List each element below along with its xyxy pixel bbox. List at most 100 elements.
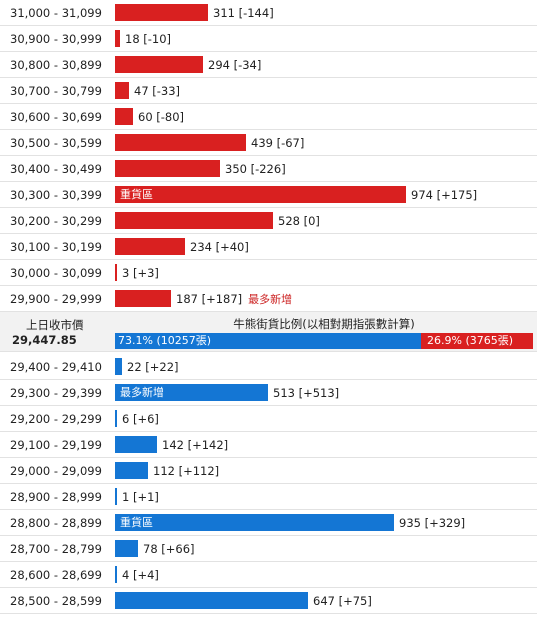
price-range-label: 30,400 - 30,499 bbox=[10, 162, 102, 176]
bear-bar bbox=[115, 134, 246, 151]
price-range-label: 28,500 - 28,599 bbox=[10, 594, 102, 608]
price-range-label: 29,000 - 29,099 bbox=[10, 464, 102, 478]
value-label: 6 [+6] bbox=[122, 412, 159, 426]
bear-row: 30,200 - 30,299 528 [0] bbox=[0, 208, 537, 234]
bull-bar bbox=[115, 592, 308, 609]
bull-bar bbox=[115, 566, 117, 583]
bear-row: 31,000 - 31,099 311 [-144] bbox=[0, 0, 537, 26]
value-label: 47 [-33] bbox=[134, 84, 181, 98]
price-range-label: 30,000 - 30,099 bbox=[10, 266, 102, 280]
prev-close-value: 29,447.85 bbox=[12, 333, 77, 347]
price-range-label: 28,800 - 28,899 bbox=[10, 516, 102, 530]
price-range-label: 31,000 - 31,099 bbox=[10, 6, 102, 20]
price-range-label: 30,900 - 30,999 bbox=[10, 32, 102, 46]
value-label: 1 [+1] bbox=[122, 490, 159, 504]
bull-bear-ratio-bar: 73.1% (10257張) 26.9% (3765張) bbox=[115, 333, 533, 349]
bear-bar bbox=[115, 30, 120, 47]
value-label: 112 [+112] bbox=[153, 464, 220, 478]
bull-ratio-segment: 73.1% (10257張) bbox=[115, 333, 421, 349]
bear-bar bbox=[115, 238, 185, 255]
value-label: 350 [-226] bbox=[225, 162, 286, 176]
prev-close-label: 上日收市價 bbox=[26, 318, 84, 332]
price-range-label: 30,200 - 30,299 bbox=[10, 214, 102, 228]
value-label: 22 [+22] bbox=[127, 360, 179, 374]
value-label: 647 [+75] bbox=[313, 594, 372, 608]
bear-row: 30,100 - 30,199 234 [+40] bbox=[0, 234, 537, 260]
bull-bar: 最多新增 bbox=[115, 384, 268, 401]
price-range-label: 30,600 - 30,699 bbox=[10, 110, 102, 124]
bull-bar bbox=[115, 540, 138, 557]
bull-bar bbox=[115, 462, 148, 479]
bear-ratio-segment: 26.9% (3765張) bbox=[421, 333, 533, 349]
value-label: 234 [+40] bbox=[190, 240, 249, 254]
bear-bar bbox=[115, 212, 273, 229]
bull-row: 28,800 - 28,899 重貨區 935 [+329] bbox=[0, 510, 537, 536]
price-range-label: 29,300 - 29,399 bbox=[10, 386, 102, 400]
bar-inline-tag: 重貨區 bbox=[120, 516, 153, 529]
bear-row: 30,400 - 30,499 350 [-226] bbox=[0, 156, 537, 182]
price-range-label: 28,900 - 28,999 bbox=[10, 490, 102, 504]
price-range-label: 30,800 - 30,899 bbox=[10, 58, 102, 72]
bull-row: 29,100 - 29,199 142 [+142] bbox=[0, 432, 537, 458]
bear-row: 30,800 - 30,899 294 [-34] bbox=[0, 52, 537, 78]
price-range-label: 30,100 - 30,199 bbox=[10, 240, 102, 254]
price-range-label: 29,100 - 29,199 bbox=[10, 438, 102, 452]
bear-row: 30,300 - 30,399 重貨區 974 [+175] bbox=[0, 182, 537, 208]
price-range-label: 29,200 - 29,299 bbox=[10, 412, 102, 426]
value-label: 78 [+66] bbox=[143, 542, 195, 556]
bull-row: 28,500 - 28,599 647 [+75] bbox=[0, 588, 537, 614]
bear-row: 30,700 - 30,799 47 [-33] bbox=[0, 78, 537, 104]
bear-row: 30,600 - 30,699 60 [-80] bbox=[0, 104, 537, 130]
price-range-label: 30,700 - 30,799 bbox=[10, 84, 102, 98]
value-label: 142 [+142] bbox=[162, 438, 229, 452]
price-range-label: 29,900 - 29,999 bbox=[10, 292, 102, 306]
bear-bar bbox=[115, 290, 171, 307]
value-label: 528 [0] bbox=[278, 214, 320, 228]
bull-row: 29,200 - 29,299 6 [+6] bbox=[0, 406, 537, 432]
bull-row: 29,400 - 29,410 22 [+22] bbox=[0, 354, 537, 380]
price-range-label: 30,500 - 30,599 bbox=[10, 136, 102, 150]
value-label: 187 [+187] 最多新增 bbox=[176, 292, 293, 306]
bear-row: 30,500 - 30,599 439 [-67] bbox=[0, 130, 537, 156]
bear-bar bbox=[115, 4, 208, 21]
bear-bar: 重貨區 bbox=[115, 186, 406, 203]
value-label: 974 [+175] bbox=[411, 188, 478, 202]
value-label: 3 [+3] bbox=[122, 266, 159, 280]
bar-inline-tag: 最多新增 bbox=[120, 386, 164, 399]
bear-bar bbox=[115, 264, 117, 281]
bull-row: 29,300 - 29,399 最多新增 513 [+513] bbox=[0, 380, 537, 406]
value-label: 439 [-67] bbox=[251, 136, 305, 150]
value-label: 294 [-34] bbox=[208, 58, 262, 72]
price-range-label: 30,300 - 30,399 bbox=[10, 188, 102, 202]
bull-row: 28,900 - 28,999 1 [+1] bbox=[0, 484, 537, 510]
bear-row: 30,000 - 30,099 3 [+3] bbox=[0, 260, 537, 286]
bear-bar bbox=[115, 82, 129, 99]
bear-row: 29,900 - 29,999 187 [+187] 最多新增 bbox=[0, 286, 537, 312]
bull-bar bbox=[115, 358, 122, 375]
bull-bar bbox=[115, 436, 157, 453]
price-range-label: 28,600 - 28,699 bbox=[10, 568, 102, 582]
bear-bar bbox=[115, 160, 220, 177]
new-tag: 最多新增 bbox=[248, 293, 293, 306]
bull-bar bbox=[115, 488, 117, 505]
bear-bar bbox=[115, 108, 133, 125]
bear-bar bbox=[115, 56, 203, 73]
value-label: 18 [-10] bbox=[125, 32, 172, 46]
value-label: 513 [+513] bbox=[273, 386, 340, 400]
bear-row: 30,900 - 30,999 18 [-10] bbox=[0, 26, 537, 52]
summary-row: 上日收市價 29,447.85 牛熊街貨比例(以相對期指張數計算) 73.1% … bbox=[0, 312, 537, 352]
price-range-label: 29,400 - 29,410 bbox=[10, 360, 102, 374]
bull-bar: 重貨區 bbox=[115, 514, 394, 531]
ratio-title: 牛熊街貨比例(以相對期指張數計算) bbox=[233, 317, 415, 331]
bull-bar bbox=[115, 410, 117, 427]
value-label: 935 [+329] bbox=[399, 516, 466, 530]
bull-row: 28,700 - 28,799 78 [+66] bbox=[0, 536, 537, 562]
price-range-label: 28,700 - 28,799 bbox=[10, 542, 102, 556]
value-label: 4 [+4] bbox=[122, 568, 159, 582]
bull-row: 28,600 - 28,699 4 [+4] bbox=[0, 562, 537, 588]
value-label: 311 [-144] bbox=[213, 6, 274, 20]
bull-row: 29,000 - 29,099 112 [+112] bbox=[0, 458, 537, 484]
value-label: 60 [-80] bbox=[138, 110, 185, 124]
bar-inline-tag: 重貨區 bbox=[120, 188, 153, 201]
